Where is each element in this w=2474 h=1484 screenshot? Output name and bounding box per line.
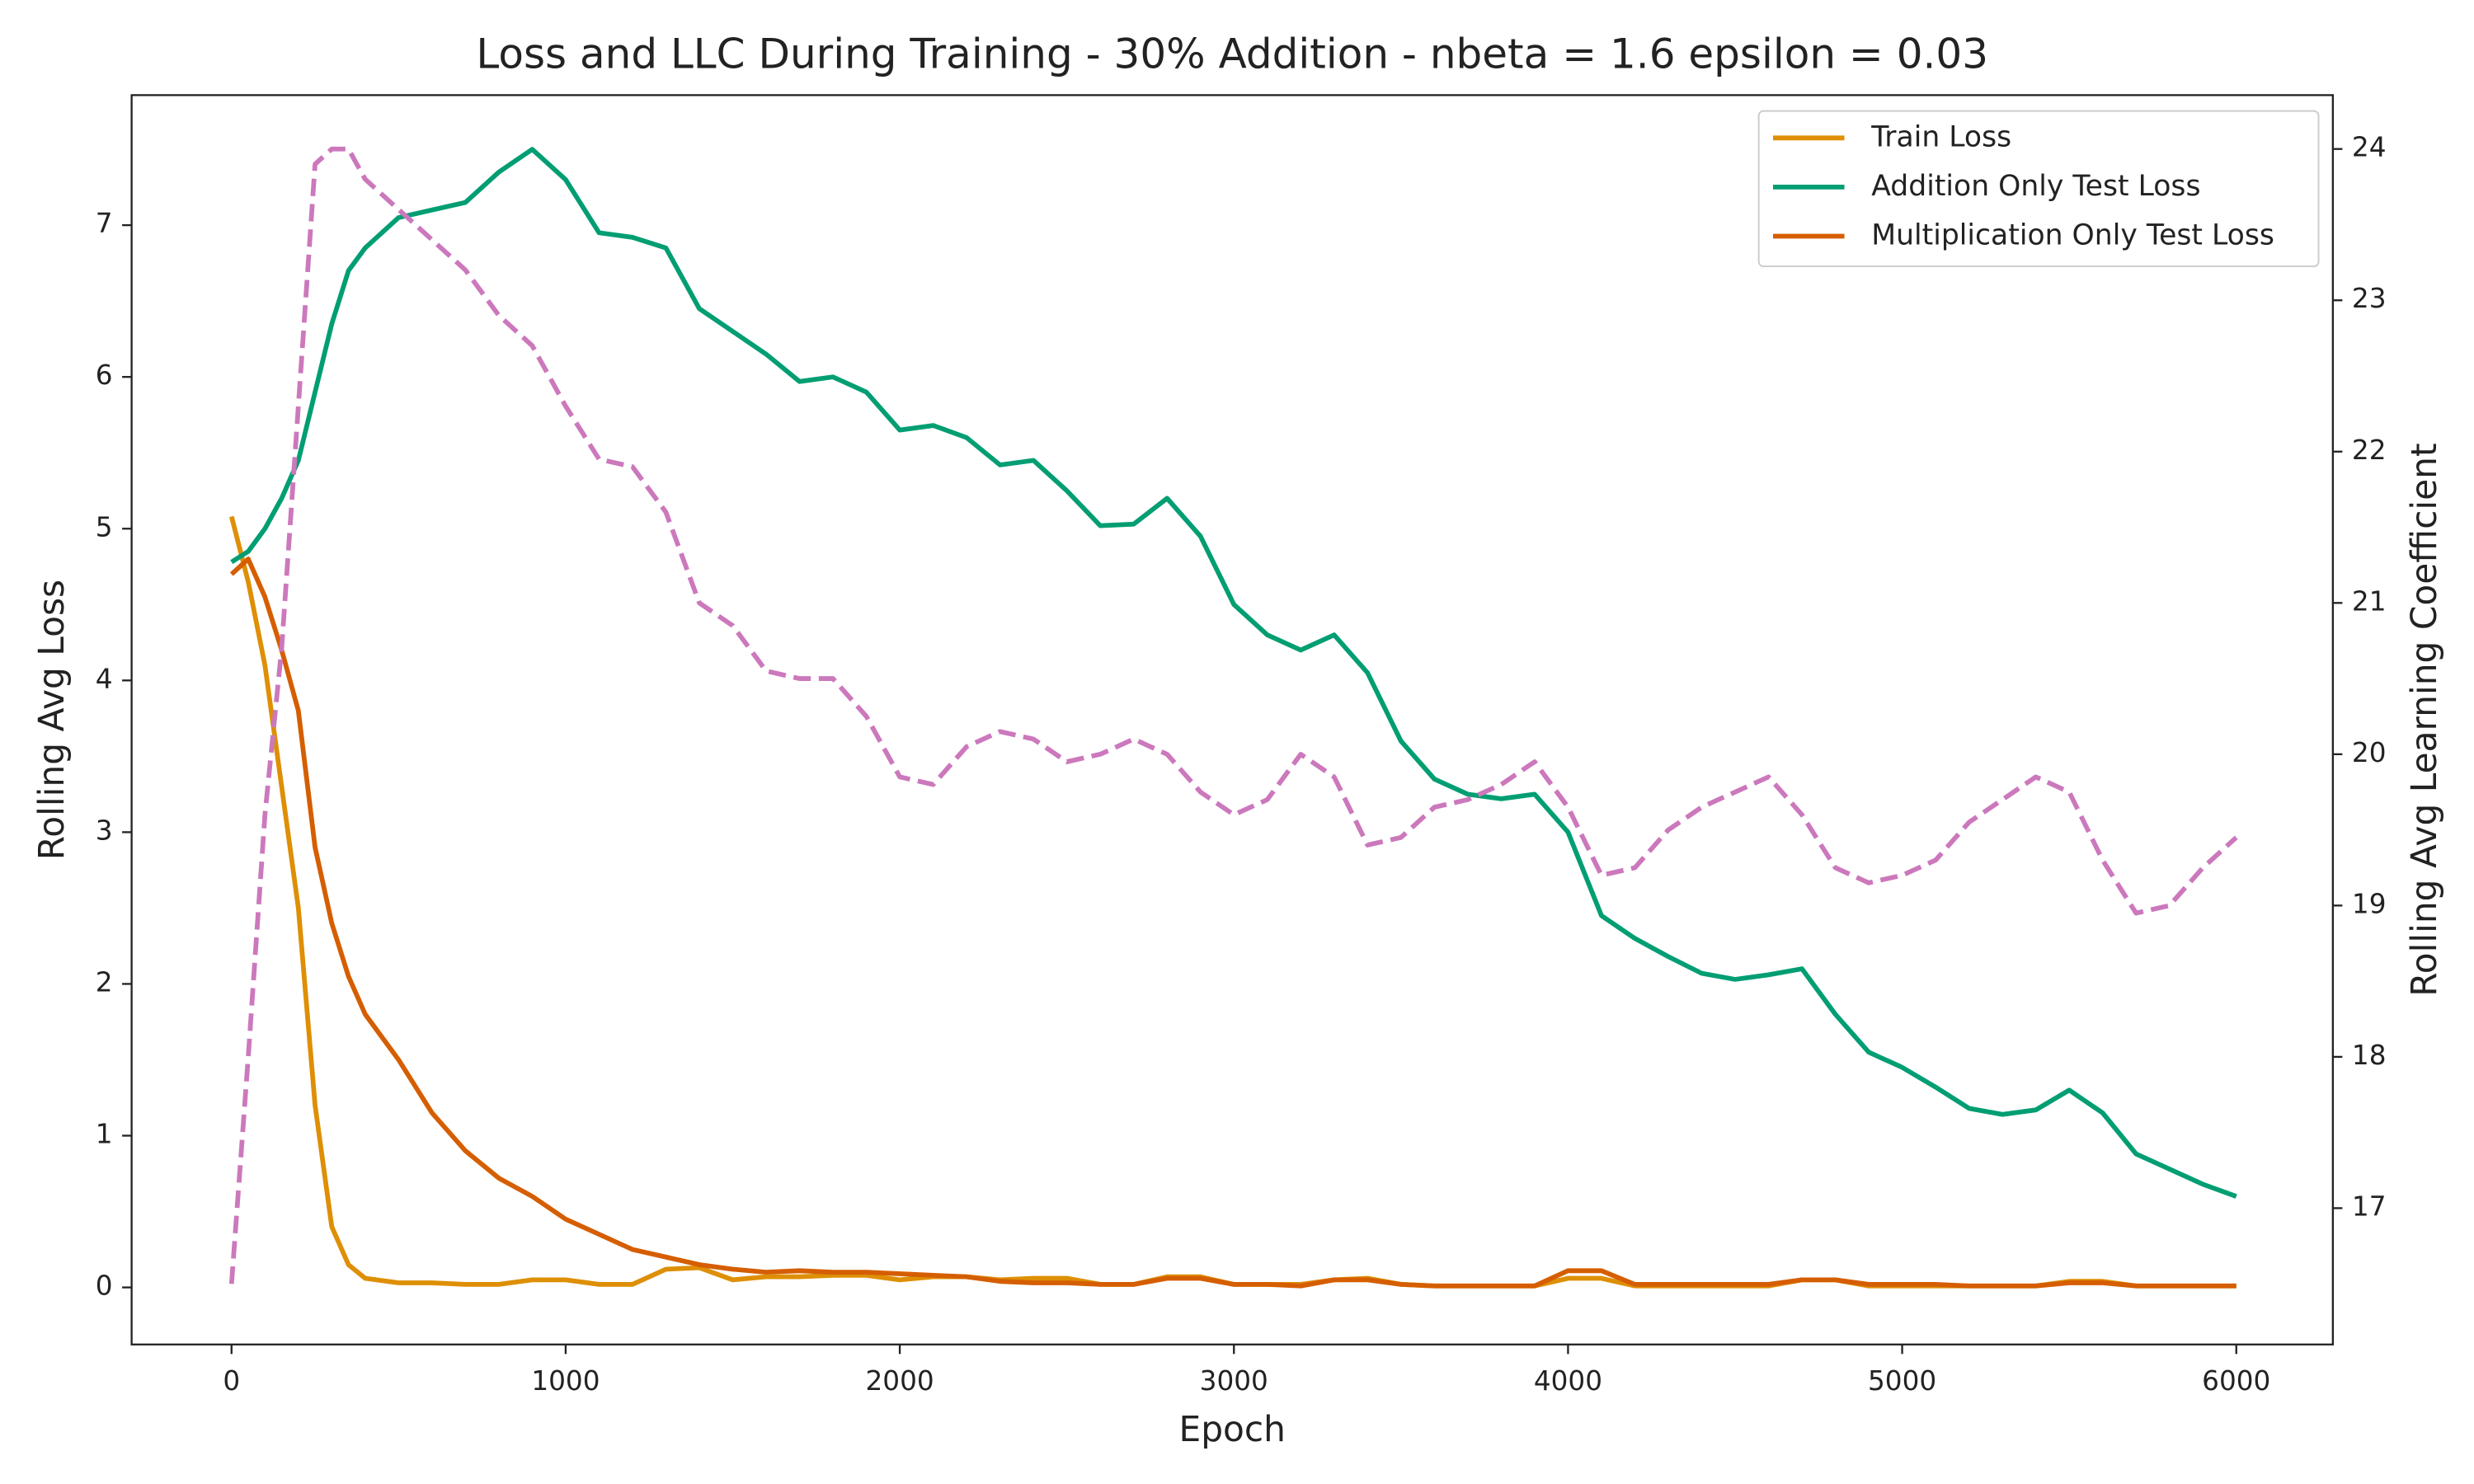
y2-tick-label: 24	[2352, 132, 2387, 163]
y-tick-label: 1	[96, 1118, 113, 1149]
y2-tick-label: 17	[2352, 1190, 2387, 1222]
series-line	[228, 146, 2238, 1284]
y-tick-label: 6	[96, 359, 113, 391]
y-axis-label: Rolling Avg Loss	[31, 580, 72, 860]
y2-tick-label: 21	[2352, 585, 2387, 617]
series-line	[229, 556, 2236, 1289]
x-tick-label: 3000	[1200, 1365, 1268, 1397]
x-axis-label: Epoch	[1178, 1409, 1286, 1449]
y-tick-label: 3	[96, 815, 113, 846]
y2-axis-label: Rolling Avg Learning Coefficient	[2404, 443, 2444, 996]
legend-label: Train Loss	[1870, 120, 2011, 153]
y2-tick-label: 20	[2352, 737, 2387, 768]
x-tick-label: 4000	[1534, 1365, 1602, 1397]
x-tick-label: 5000	[1868, 1365, 1936, 1397]
legend-label: Addition Only Test Loss	[1871, 170, 2200, 203]
x-tick-label: 1000	[531, 1365, 600, 1397]
legend-box	[1757, 110, 2320, 268]
x-tick-label: 6000	[2202, 1365, 2270, 1397]
legend-label: Multiplication Only Test Loss	[1871, 219, 2274, 252]
y2-tick-label: 23	[2352, 283, 2387, 314]
y-tick-label: 4	[96, 663, 113, 694]
y-tick-label: 2	[96, 966, 113, 998]
x-tick-label: 0	[223, 1365, 240, 1397]
series-line	[230, 147, 2237, 1199]
y2-tick-label: 19	[2352, 888, 2387, 919]
y-tick-label: 0	[96, 1270, 113, 1302]
y-tick-label: 5	[96, 511, 113, 542]
chart-title: Loss and LLC During Training - 30% Addit…	[476, 31, 1988, 78]
y2-tick-label: 18	[2352, 1040, 2387, 1071]
y2-tick-label: 22	[2352, 434, 2387, 466]
plot-frame	[130, 94, 2334, 1345]
y-tick-label: 7	[96, 208, 113, 239]
x-tick-label: 2000	[865, 1365, 934, 1397]
